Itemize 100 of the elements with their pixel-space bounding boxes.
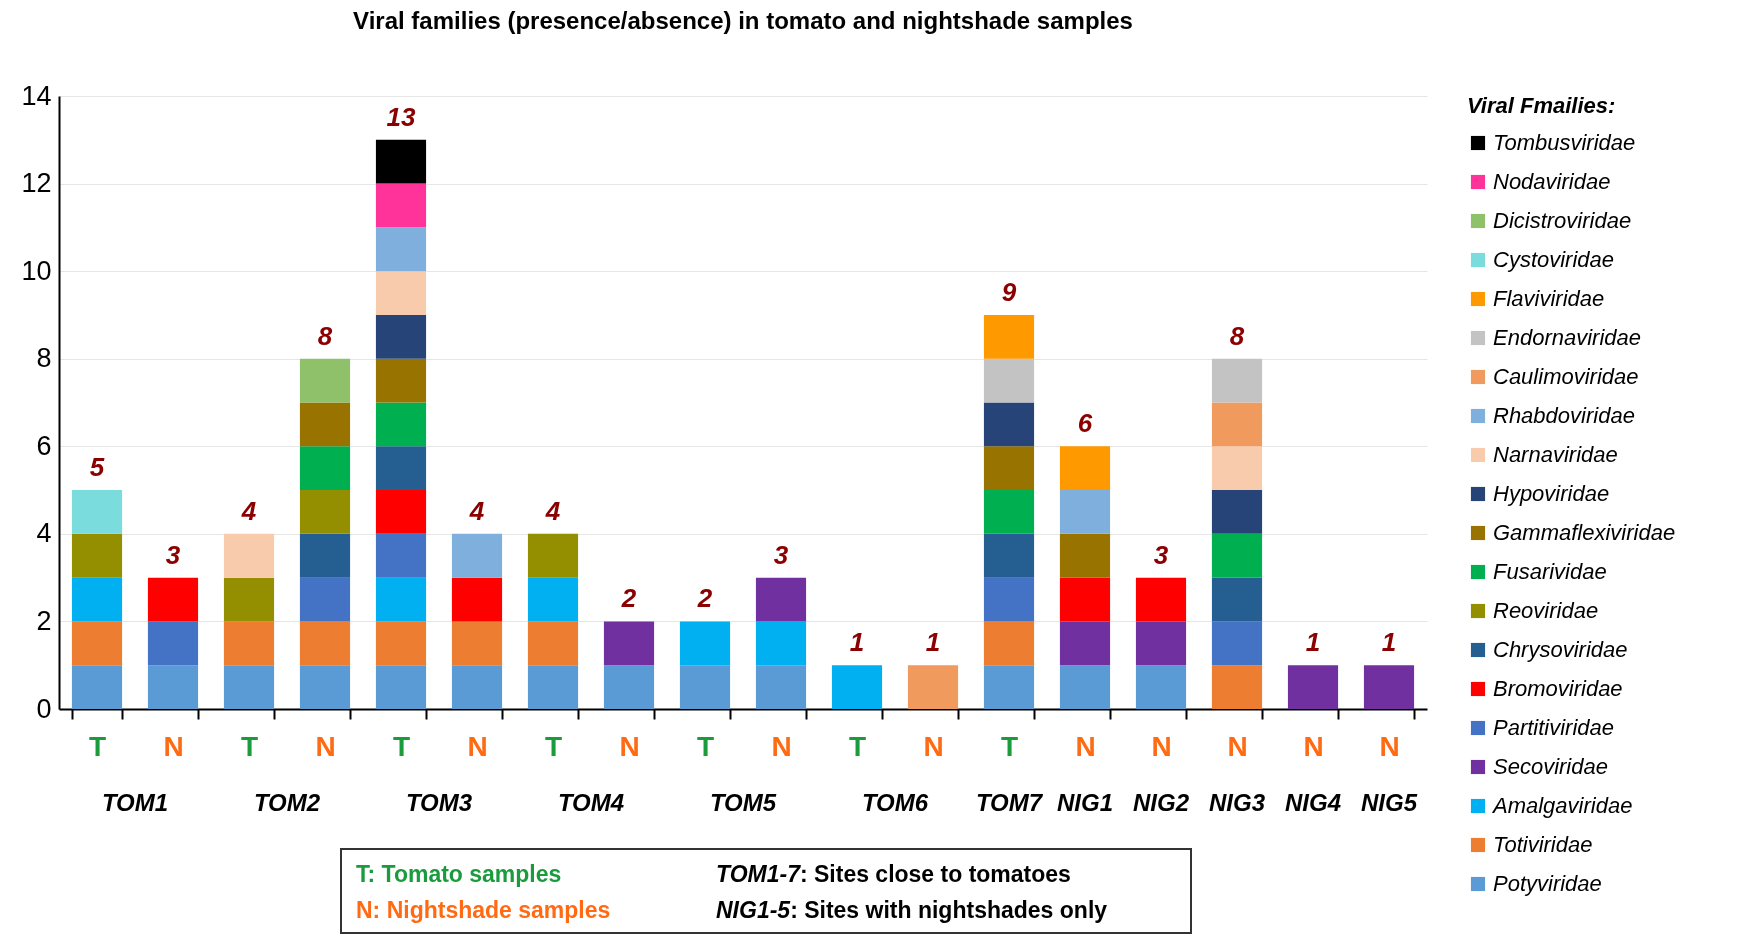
bar	[375, 533, 427, 578]
total-label: 3	[1153, 539, 1169, 570]
text: TOM1-7: Sites close to tomatoes	[716, 860, 1072, 889]
x-tick-label: T	[88, 730, 107, 762]
x-tick-label: N	[771, 730, 792, 762]
bar	[1287, 665, 1339, 709]
bar	[375, 490, 427, 534]
bar	[983, 358, 1035, 403]
legend-label: Dicistroviridae	[1493, 208, 1632, 233]
bar	[755, 665, 807, 709]
bar	[71, 621, 123, 666]
legend-label: Fusarividae	[1493, 559, 1607, 584]
y-tick-label: 14	[21, 80, 52, 111]
text: NIG5	[1360, 789, 1418, 817]
x-tick-label: N	[315, 730, 336, 762]
legend-label: Partitiviridae	[1493, 715, 1615, 740]
bar	[1363, 665, 1415, 709]
y-tick-label: 10	[21, 255, 52, 286]
text: NIG1-5: Sites with nightshades only	[716, 896, 1109, 925]
bar	[451, 621, 503, 666]
bar	[223, 665, 275, 709]
total-label: 2	[696, 583, 713, 614]
bar	[299, 533, 351, 578]
legend-label: Hypoviridae	[1493, 481, 1610, 506]
bar	[755, 577, 807, 622]
bar	[1211, 402, 1263, 447]
bar	[375, 227, 427, 272]
x-tick-label: N	[1227, 730, 1248, 762]
text: TOM7	[975, 789, 1044, 817]
x-tick-label: N	[467, 730, 488, 762]
chart-title: Viral families (presence/absence) in tomato and nightshade samples	[353, 7, 1133, 34]
bar	[299, 621, 351, 666]
x-tick-label: N	[619, 730, 640, 762]
bar	[983, 490, 1035, 534]
bar	[375, 358, 427, 403]
legend-label: Endornaviridae	[1493, 325, 1641, 350]
bar	[223, 621, 275, 666]
x-tick-label: T	[240, 730, 259, 762]
y-tick-label: 8	[36, 343, 52, 374]
total-label: 4	[240, 495, 257, 526]
total-label: 5	[89, 452, 105, 483]
bar	[223, 533, 275, 578]
legend-label: Reoviridae	[1493, 598, 1599, 623]
total-label: 4	[544, 495, 561, 526]
bar	[1211, 446, 1263, 491]
text: TOM4	[557, 789, 625, 817]
bar	[527, 621, 579, 666]
x-tick-label: N	[1303, 730, 1324, 762]
bar	[603, 665, 655, 709]
legend-label: Chrysoviridae	[1493, 637, 1628, 662]
bar	[299, 577, 351, 622]
legend-label: Flaviviridae	[1493, 286, 1605, 311]
bar	[71, 665, 123, 709]
y-tick-label: 12	[21, 168, 52, 199]
bar	[1059, 490, 1111, 534]
bar	[1211, 533, 1263, 578]
x-tick-label: T	[848, 730, 867, 762]
bar	[1135, 577, 1187, 622]
x-tick-label: N	[1379, 730, 1400, 762]
x-tick-label: T	[544, 730, 563, 762]
bar	[451, 533, 503, 578]
total-label: 1	[1381, 627, 1397, 658]
bar	[1059, 621, 1111, 666]
text: N: Nightshade samples	[356, 896, 612, 925]
bar	[1211, 358, 1263, 403]
x-tick-label: N	[163, 730, 184, 762]
legend-label: Amalgaviridae	[1491, 793, 1633, 818]
legend-label: Caulimoviridae	[1493, 364, 1639, 389]
total-label: 3	[773, 539, 789, 570]
bar	[375, 577, 427, 622]
bar	[71, 577, 123, 622]
text: NIG1	[1056, 789, 1114, 817]
total-label: 8	[1229, 320, 1245, 351]
text: TOM2	[253, 789, 321, 817]
bar	[1211, 621, 1263, 666]
bar	[1211, 490, 1263, 534]
total-label: 8	[317, 320, 333, 351]
total-label: 3	[165, 539, 181, 570]
total-label: 4	[468, 495, 485, 526]
bar	[983, 533, 1035, 578]
bar	[147, 665, 199, 709]
bar	[679, 665, 731, 709]
bar	[375, 621, 427, 666]
bar	[299, 358, 351, 403]
text: NIG2	[1132, 789, 1190, 817]
bar	[983, 621, 1035, 666]
bar	[375, 446, 427, 491]
bar	[983, 402, 1035, 447]
text: TOM6	[861, 789, 929, 817]
bar	[299, 665, 351, 709]
legend-label: Bromoviridae	[1493, 676, 1623, 701]
x-tick-label: T	[1000, 730, 1019, 762]
legend-label: Gammaflexiviridae	[1493, 520, 1676, 545]
total-label: 2	[620, 583, 637, 614]
bar	[147, 621, 199, 666]
bar	[299, 490, 351, 534]
bar	[831, 665, 883, 709]
x-tick-label: N	[1151, 730, 1172, 762]
text: T: Tomato samples	[356, 860, 563, 889]
y-tick-label: 4	[36, 518, 52, 549]
